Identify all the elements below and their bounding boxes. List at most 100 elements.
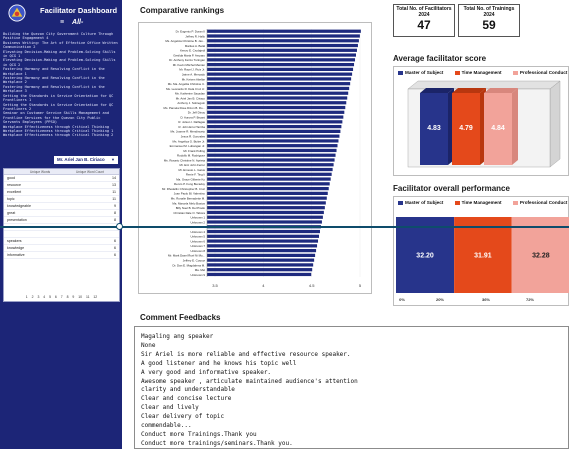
facilitator-select[interactable]: Mr. Ariel Jan B. Ciriaco ▼ — [54, 156, 118, 164]
rank-bar[interactable] — [207, 177, 331, 181]
training-topic-item[interactable]: Elevating Decision-Making and Problem-So… — [3, 58, 116, 63]
performance-segment[interactable] — [454, 217, 512, 293]
training-topic-item[interactable]: Setting the Standards in Service Orienta… — [3, 93, 114, 98]
training-topic-item[interactable]: Communication 2 — [3, 45, 36, 50]
training-topic-item[interactable]: Fostering Harmony and Resolving Conflict… — [3, 84, 105, 89]
training-topic-item[interactable]: Workplace 2 — [3, 80, 27, 85]
rank-bar[interactable] — [207, 62, 355, 67]
rank-bar[interactable] — [207, 72, 353, 76]
training-topic-item[interactable]: Elevating Decision-Making and Problem-So… — [3, 49, 116, 54]
training-topic-item[interactable]: Workplace Effectiveness through Critical… — [3, 124, 110, 129]
rank-bar[interactable] — [207, 77, 352, 81]
rank-bar[interactable] — [207, 39, 359, 43]
divider-handle[interactable] — [116, 223, 123, 230]
training-topic-item[interactable]: Fostering Harmony and Resolving Conflict… — [3, 67, 105, 72]
keyword-row — [4, 231, 119, 238]
rank-name-label: Juan Paolo Bl. Valentino — [174, 192, 206, 196]
rank-bar[interactable] — [207, 258, 315, 262]
rank-bar[interactable] — [207, 196, 327, 200]
performance-segment[interactable] — [396, 217, 455, 293]
rank-bar[interactable] — [207, 167, 333, 172]
keyword-table: Unique Words Unique Word Count good 14 res… — [3, 168, 120, 302]
rank-bar[interactable] — [207, 67, 354, 71]
filter-icon[interactable]: ≡ — [60, 19, 65, 26]
rank-bar[interactable] — [207, 220, 322, 224]
feedback-list: Magaling ang speaker None Sir Ariel is mo… — [141, 333, 358, 448]
rank-name-label: Unknown 5 — [191, 235, 206, 239]
training-filter[interactable]: ≡ All- — [60, 19, 83, 26]
rank-bar[interactable] — [207, 91, 349, 95]
keyword-word: excellent — [7, 190, 22, 194]
training-topic-item[interactable]: Building the Quezon City Government Cult… — [3, 32, 114, 36]
rank-bar[interactable] — [207, 206, 325, 210]
rank-bar[interactable] — [207, 29, 361, 33]
avg-score-bar[interactable] — [452, 93, 480, 165]
rank-bar[interactable] — [207, 134, 340, 138]
keyword-pager[interactable]: 1 2 3 4 5 6 7 8 9 10 11 12 — [25, 295, 98, 299]
rank-bar[interactable] — [207, 148, 337, 153]
rank-bar[interactable] — [207, 172, 332, 176]
rank-bar[interactable] — [207, 115, 344, 119]
rank-bar[interactable] — [207, 34, 360, 38]
rank-name-label: Ms. Katherine Sacadan — [175, 92, 205, 96]
avg-score-bar[interactable] — [420, 93, 448, 165]
rank-bar[interactable] — [207, 58, 356, 62]
rank-bar[interactable] — [207, 124, 342, 129]
dashboard-title: Facilitator Dashboard — [40, 6, 118, 15]
training-topic-item[interactable]: Positive Engagement 4 — [3, 36, 49, 41]
training-topic-item[interactable]: in QCG 2 — [3, 62, 21, 67]
feedback-panel[interactable]: Magaling ang speaker None Sir Ariel is mo… — [134, 326, 569, 449]
training-topic-item[interactable]: Workplace Effectiveness through Critical… — [3, 128, 114, 133]
rank-bar[interactable] — [207, 139, 339, 143]
rank-bar[interactable] — [207, 153, 336, 157]
rank-bar[interactable] — [207, 239, 319, 243]
rank-bar[interactable] — [207, 182, 330, 186]
performance-segment[interactable] — [511, 217, 569, 293]
rank-bar[interactable] — [207, 129, 341, 133]
rank-bar[interactable] — [207, 82, 351, 86]
rank-bar[interactable] — [207, 215, 323, 219]
rank-bar[interactable] — [207, 229, 320, 234]
rank-bar[interactable] — [207, 48, 357, 52]
rank-bar[interactable] — [207, 144, 338, 148]
rank-bar[interactable] — [207, 120, 343, 124]
rank-bar[interactable] — [207, 105, 346, 110]
rank-bar[interactable] — [207, 86, 350, 91]
rank-bar[interactable] — [207, 158, 335, 162]
rank-bar[interactable] — [207, 191, 328, 195]
training-topic-item[interactable]: in QCG 1 — [3, 54, 21, 59]
feedback-item: None — [141, 341, 156, 349]
rank-bar[interactable] — [207, 234, 320, 238]
training-topic-item[interactable]: Workplace Effectiveness through Critical… — [3, 133, 114, 138]
rank-bar[interactable] — [207, 101, 347, 105]
rank-bar[interactable] — [207, 248, 317, 253]
rank-name-label: Mr. Kevin Mitchel Menian — [173, 63, 206, 67]
training-topic-item[interactable]: Servants Employees (PPSO) — [3, 120, 58, 125]
training-topic-item[interactable]: Seminar on Customer Service Skills Manag… — [3, 111, 110, 116]
rank-bar[interactable] — [207, 43, 358, 48]
training-topic-item[interactable]: Business Writing: The Art of Effective O… — [3, 40, 118, 45]
rank-bar[interactable] — [207, 110, 345, 114]
training-topic-item[interactable]: Workplace 1 — [3, 71, 27, 76]
rank-bar[interactable] — [207, 210, 324, 215]
rank-name-label: Dr. Eugenio P. Duran II — [176, 30, 206, 34]
rank-bar[interactable] — [207, 268, 313, 272]
avg-score-bar[interactable] — [484, 93, 512, 165]
training-topic-item[interactable]: Setting the Standards in Service Orienta… — [3, 102, 114, 107]
rank-name-label: Unknown 9 — [191, 273, 206, 277]
rank-bar[interactable] — [207, 244, 318, 248]
training-topic-item[interactable]: Frontliners 1 — [3, 98, 32, 103]
rank-bar[interactable] — [207, 186, 329, 191]
rank-bar[interactable] — [207, 263, 314, 267]
rank-bar[interactable] — [207, 163, 334, 167]
rank-bar[interactable] — [207, 272, 312, 277]
rank-bar[interactable] — [207, 96, 348, 100]
training-topic-item[interactable]: Frontline Services for the Quezon City P… — [3, 115, 101, 120]
training-topic-item[interactable]: Frontliners 2 — [3, 106, 32, 111]
chevron-down-icon[interactable]: ▼ — [111, 157, 115, 162]
rank-bar[interactable] — [207, 53, 356, 57]
rank-bar[interactable] — [207, 201, 326, 205]
rank-bar[interactable] — [207, 253, 316, 257]
training-topic-item[interactable]: Fostering Harmony and Resolving Conflict… — [3, 76, 105, 81]
training-topic-item[interactable]: Workplace 3 — [3, 89, 27, 94]
